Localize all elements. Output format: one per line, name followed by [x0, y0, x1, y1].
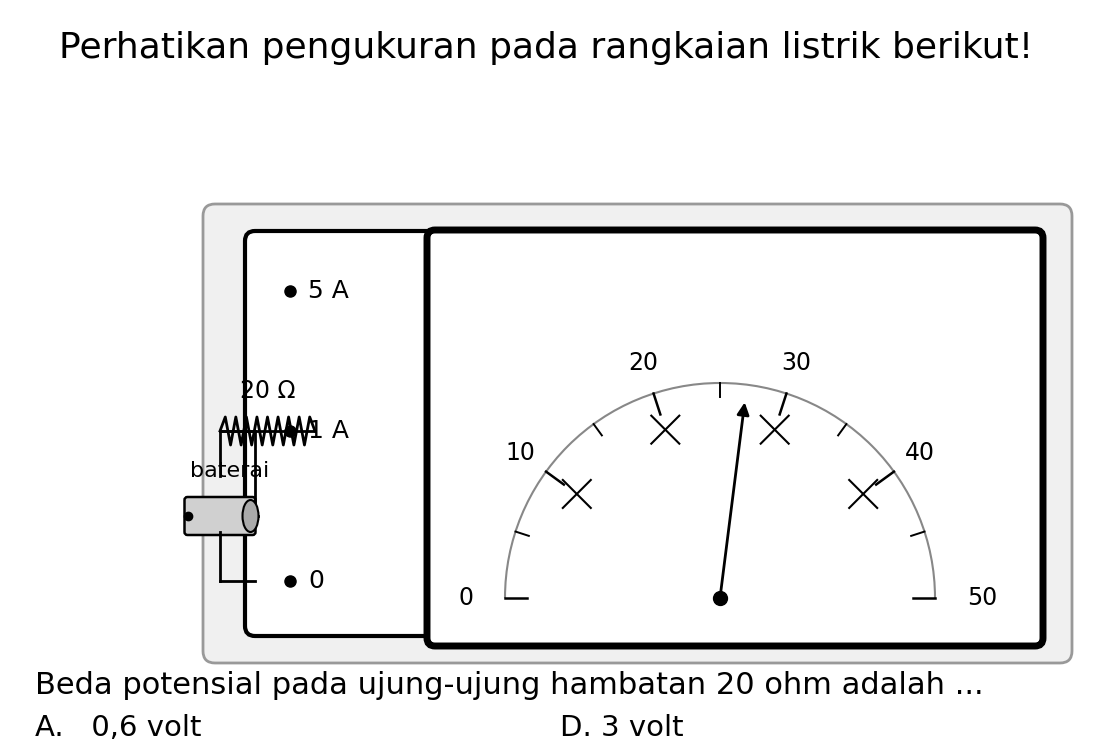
Text: 5 A: 5 A	[308, 279, 349, 303]
Text: 0: 0	[308, 569, 324, 593]
Text: D. 3 volt: D. 3 volt	[560, 714, 683, 742]
Text: 10: 10	[505, 441, 536, 465]
Text: 30: 30	[781, 351, 811, 375]
FancyBboxPatch shape	[185, 497, 256, 535]
Text: A.   0,6 volt: A. 0,6 volt	[35, 714, 201, 742]
FancyBboxPatch shape	[427, 230, 1043, 646]
Text: 20 Ω: 20 Ω	[239, 379, 295, 403]
Text: 50: 50	[967, 586, 997, 610]
Text: 0: 0	[458, 586, 473, 610]
Text: baterai: baterai	[190, 461, 270, 481]
Text: Perhatikan pengukuran pada rangkaian listrik berikut!: Perhatikan pengukuran pada rangkaian lis…	[59, 31, 1033, 65]
Text: 40: 40	[905, 441, 935, 465]
FancyBboxPatch shape	[203, 204, 1072, 663]
FancyBboxPatch shape	[245, 231, 440, 636]
Text: 20: 20	[628, 351, 659, 375]
Ellipse shape	[243, 500, 259, 532]
Text: 1 A: 1 A	[308, 419, 349, 443]
Text: Beda potensial pada ujung-ujung hambatan 20 ohm adalah ...: Beda potensial pada ujung-ujung hambatan…	[35, 671, 984, 700]
